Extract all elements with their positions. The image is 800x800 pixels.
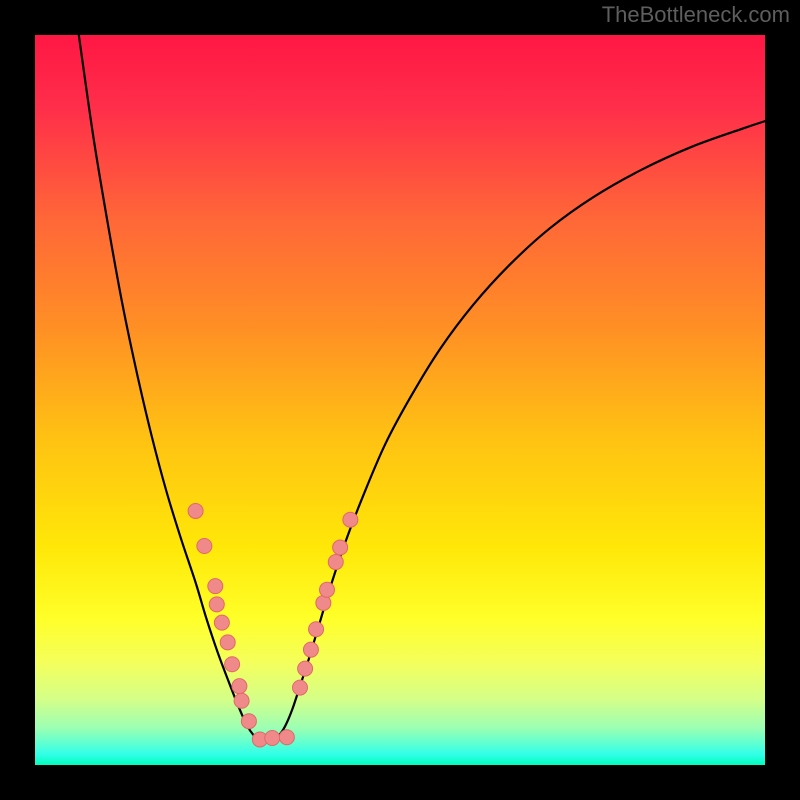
data-marker [333,540,348,555]
data-marker [343,512,358,527]
data-marker [197,539,212,554]
data-marker [279,730,294,745]
data-marker [328,555,343,570]
data-marker [232,679,247,694]
data-marker [241,714,256,729]
data-marker [209,597,224,612]
data-marker [265,730,280,745]
data-marker [316,595,331,610]
data-marker [214,615,229,630]
plot-background [35,35,765,765]
data-marker [303,642,318,657]
bottleneck-chart [0,0,800,800]
data-marker [220,635,235,650]
data-marker [188,503,203,518]
data-marker [292,680,307,695]
data-marker [234,693,249,708]
data-marker [298,661,313,676]
data-marker [225,657,240,672]
data-marker [208,579,223,594]
data-marker [309,622,324,637]
watermark-text: TheBottleneck.com [602,2,790,28]
data-marker [320,582,335,597]
